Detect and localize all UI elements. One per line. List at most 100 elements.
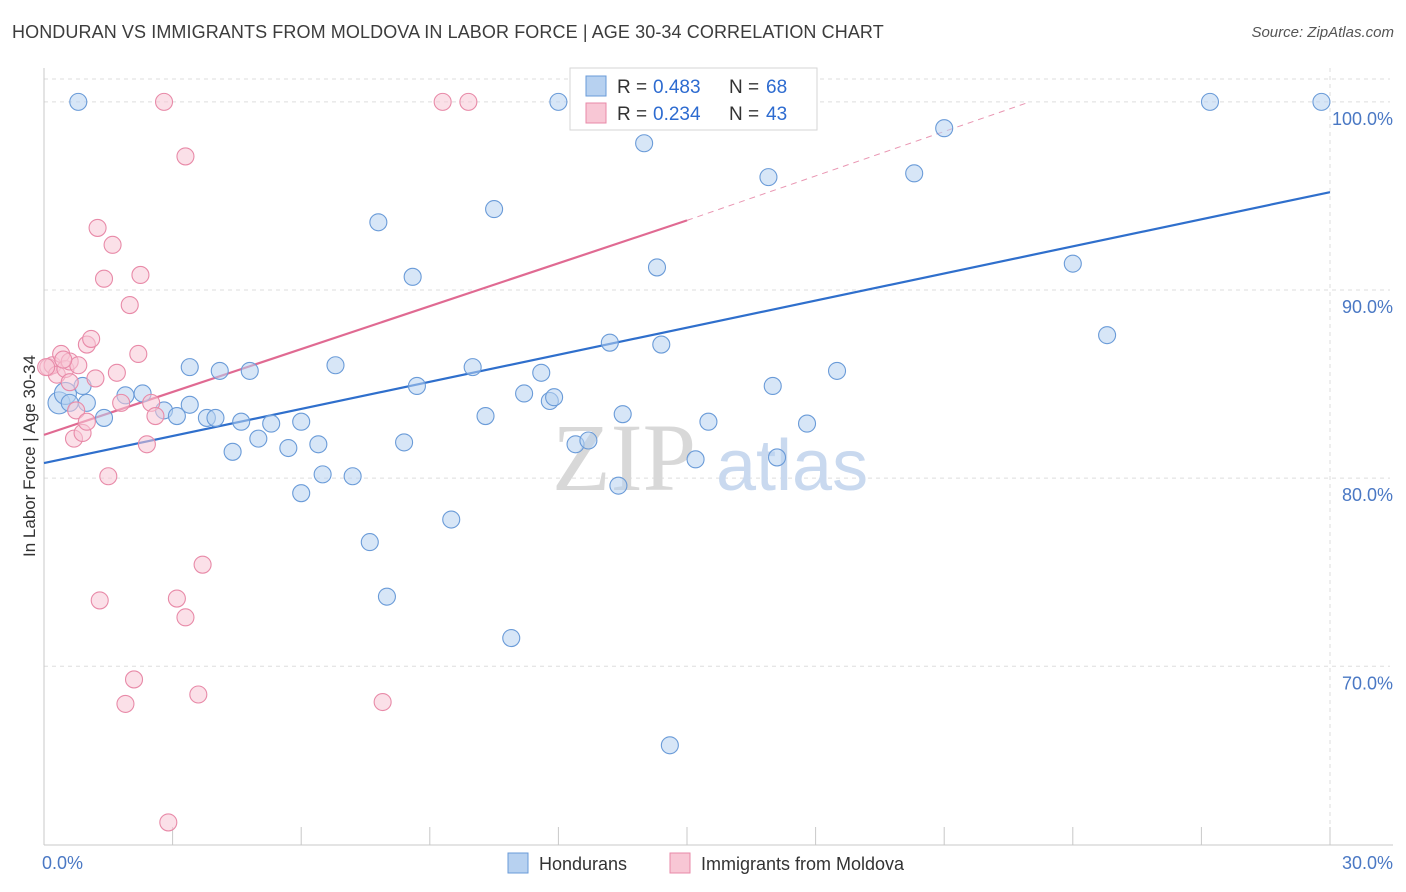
correlation-legend: R = 0.483 N = 68 R = 0.234 N = 43 <box>569 67 818 131</box>
point-moldova-19 <box>103 235 122 254</box>
point-hondurans-23 <box>309 435 328 454</box>
point-hondurans-14 <box>210 361 229 380</box>
point-moldova-34 <box>176 147 195 166</box>
point-hondurans-30 <box>395 433 414 452</box>
legend-n-value-hondurans: 68 <box>766 77 787 98</box>
point-hondurans-31 <box>403 267 422 286</box>
point-hondurans-24 <box>313 465 332 484</box>
point-hondurans-52 <box>699 412 718 431</box>
point-hondurans-25 <box>326 356 345 375</box>
point-hondurans-65 <box>1312 92 1331 111</box>
point-moldova-13 <box>82 329 101 348</box>
point-moldova-23 <box>120 296 139 315</box>
legend-swatch-moldova <box>585 102 607 124</box>
legend-n-label-2: N = <box>729 104 759 125</box>
point-hondurans-21 <box>292 484 311 503</box>
point-hondurans-45 <box>609 476 628 495</box>
point-hondurans-43 <box>579 431 598 450</box>
point-moldova-30 <box>154 92 174 111</box>
point-moldova-26 <box>131 265 150 284</box>
y-axis-title: In Labor Force | Age 30-34 <box>20 355 39 557</box>
watermark-atlas: atlas <box>716 426 868 506</box>
point-hondurans-38 <box>515 384 534 403</box>
legend-swatch-hondurans <box>585 75 607 97</box>
point-hondurans-28 <box>369 213 388 232</box>
point-hondurans-32 <box>407 376 426 395</box>
trend-line-moldova-extension <box>686 101 1031 221</box>
point-moldova-27 <box>137 435 156 454</box>
x-tick-label-max: 30.0% <box>1342 853 1393 873</box>
point-moldova-17 <box>94 269 114 288</box>
point-hondurans-48 <box>647 258 667 277</box>
point-moldova-21 <box>112 393 131 412</box>
point-hondurans-26 <box>343 467 362 486</box>
point-hondurans-27 <box>360 533 379 552</box>
point-hondurans-22 <box>292 412 311 431</box>
legend-box <box>569 67 818 131</box>
legend-n-label-1: N = <box>729 77 759 98</box>
bottom-legend-swatch-moldova <box>669 852 691 874</box>
point-hondurans-59 <box>827 361 847 380</box>
legend-r-value-hondurans: 0.483 <box>653 77 701 98</box>
point-hondurans-37 <box>502 629 521 648</box>
point-moldova-41 <box>37 358 56 377</box>
point-hondurans-33 <box>442 510 461 529</box>
point-moldova-8 <box>67 401 86 420</box>
point-hondurans-50 <box>660 736 679 755</box>
point-moldova-29 <box>146 407 165 426</box>
point-moldova-20 <box>107 363 126 382</box>
series-legend: Hondurans Immigrants from Moldova <box>507 852 905 874</box>
point-hondurans-16 <box>232 412 251 431</box>
point-hondurans-13 <box>206 408 225 427</box>
point-hondurans-11 <box>180 358 199 377</box>
point-moldova-42 <box>54 350 73 369</box>
point-hondurans-18 <box>249 429 268 448</box>
point-moldova-14 <box>86 369 105 388</box>
point-moldova-32 <box>167 589 186 608</box>
point-hondurans-44 <box>600 333 619 352</box>
x-tick-label-min: 0.0% <box>42 853 83 873</box>
point-hondurans-49 <box>652 335 671 354</box>
point-hondurans-34 <box>463 358 482 377</box>
point-moldova-37 <box>373 692 392 712</box>
bottom-legend-label-moldova: Immigrants from Moldova <box>701 854 905 874</box>
point-moldova-24 <box>124 670 144 689</box>
point-hondurans-67 <box>549 92 568 111</box>
point-hondurans-9 <box>167 407 186 426</box>
point-moldova-6 <box>60 373 79 392</box>
point-moldova-12 <box>77 412 96 431</box>
point-hondurans-51 <box>686 450 705 469</box>
trend-line-hondurans <box>43 191 1331 465</box>
point-hondurans-60 <box>905 164 924 183</box>
point-hondurans-62 <box>1063 254 1082 273</box>
point-moldova-36 <box>193 555 212 574</box>
point-moldova-38 <box>433 92 452 111</box>
point-moldova-33 <box>176 608 195 627</box>
legend-r-value-moldova: 0.234 <box>653 104 701 125</box>
point-moldova-22 <box>116 694 135 713</box>
point-moldova-39 <box>459 92 478 111</box>
point-hondurans-35 <box>476 407 495 426</box>
bottom-legend-label-hondurans: Hondurans <box>539 854 627 874</box>
point-hondurans-20 <box>279 438 298 458</box>
point-hondurans-29 <box>377 587 396 606</box>
point-moldova-18 <box>99 467 118 486</box>
point-hondurans-56 <box>763 376 782 395</box>
point-moldova-15 <box>88 218 107 237</box>
point-hondurans-5 <box>94 408 114 427</box>
legend-r-label-1: R = <box>617 77 647 98</box>
point-hondurans-64 <box>1200 92 1220 111</box>
point-hondurans-58 <box>797 414 817 433</box>
point-hondurans-36 <box>485 200 504 219</box>
point-moldova-35 <box>189 685 208 704</box>
point-hondurans-55 <box>759 168 778 187</box>
point-hondurans-17 <box>240 361 259 380</box>
point-hondurans-46 <box>613 405 632 424</box>
legend-r-label-2: R = <box>617 104 647 125</box>
y-tick-label-100: 100.0% <box>1332 109 1393 129</box>
point-hondurans-57 <box>767 448 787 467</box>
y-tick-label-80: 80.0% <box>1342 485 1393 505</box>
point-hondurans-47 <box>635 134 654 153</box>
point-hondurans-19 <box>262 414 281 433</box>
